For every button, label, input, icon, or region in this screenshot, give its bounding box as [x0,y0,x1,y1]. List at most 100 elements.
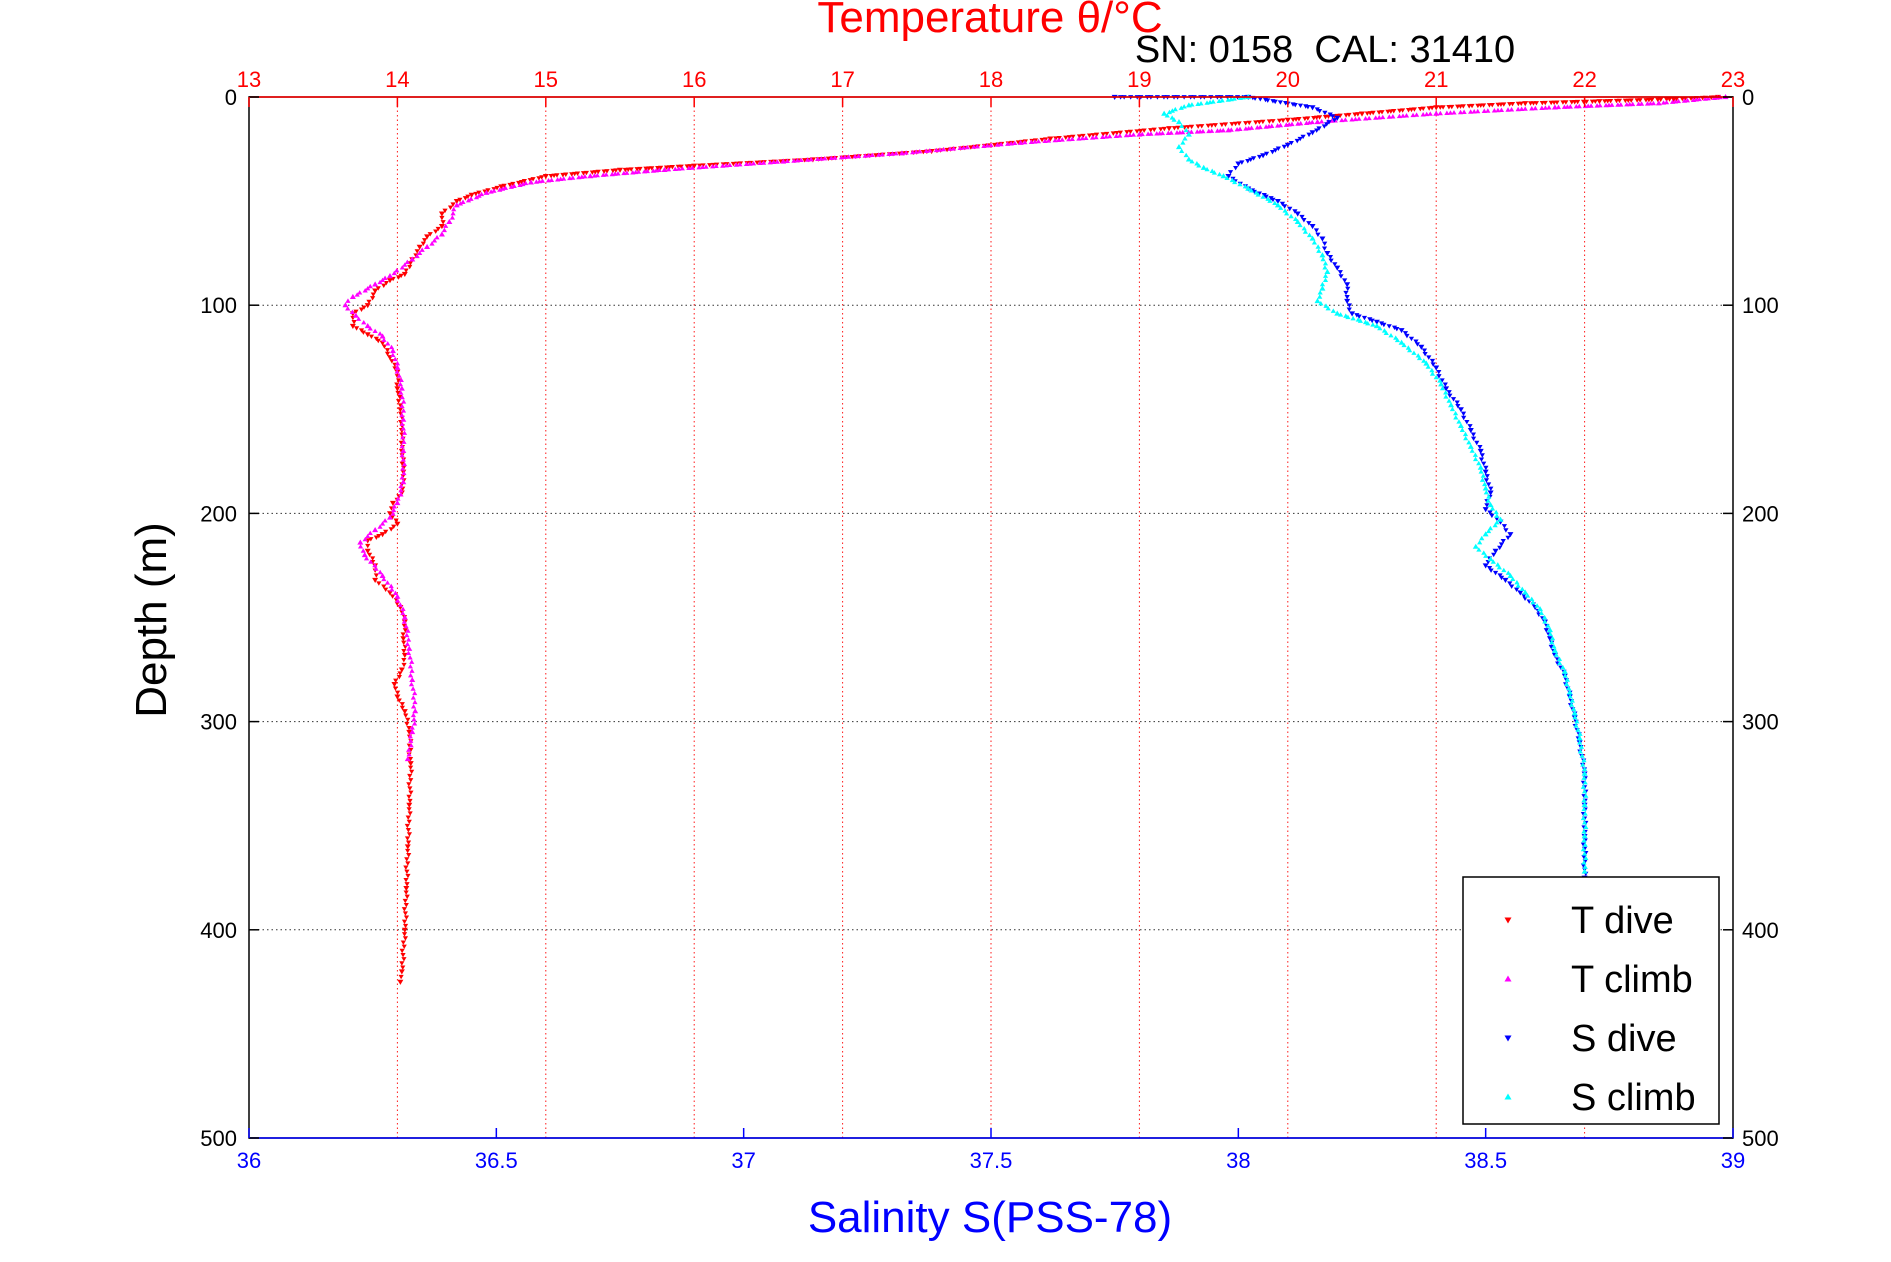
data-point [1507,581,1513,586]
data-point [1455,104,1461,110]
data-point [1274,202,1281,208]
data-point [1179,148,1185,153]
data-point [808,156,814,162]
data-point [696,164,702,170]
data-point [404,869,410,875]
data-point [737,161,743,167]
data-point [386,278,393,284]
data-point [1479,535,1485,541]
data-point [994,142,1001,147]
data-point [400,447,407,454]
data-point [1272,200,1278,206]
data-point [1487,556,1494,562]
data-point [1323,303,1329,308]
data-point [1314,298,1321,304]
data-point [1543,628,1549,633]
data-point [1580,863,1586,868]
data-point [392,686,399,691]
data-point [1484,474,1490,479]
data-point [1644,101,1651,106]
data-point [1331,118,1337,123]
data-point [1322,110,1328,116]
data-point [1424,111,1430,117]
data-point [520,181,526,187]
data-point [424,243,431,250]
data-point [400,426,406,431]
data-point [1491,108,1497,113]
data-point [1420,112,1426,117]
data-point [1161,126,1167,132]
data-point [407,663,413,669]
y-tick-label-left: 200 [200,501,237,526]
data-point [1094,132,1100,138]
data-point [1603,102,1609,108]
data-point [1100,132,1106,137]
data-point [1283,122,1289,127]
data-point [1284,117,1291,123]
data-point [733,162,739,167]
data-point [406,794,412,800]
data-point [1514,579,1520,585]
data-point [396,675,402,680]
data-point [407,811,413,816]
data-point [757,160,763,166]
data-point [1266,119,1273,124]
data-point [1349,311,1356,317]
data-point [1563,681,1570,686]
legend-marker [1504,1035,1512,1042]
data-point [1299,214,1305,220]
data-point [1287,206,1293,212]
data-point [1185,125,1191,130]
data-point [1086,133,1093,138]
data-point [1362,116,1369,121]
data-point [450,210,456,216]
data-point [1505,107,1511,112]
chart-title: Temperature θ/°C [817,0,1162,42]
data-point [1179,123,1185,128]
data-point [1423,360,1430,366]
data-point [1459,427,1465,432]
data-point [1438,381,1445,387]
data-point [1433,105,1440,111]
data-point [1483,553,1489,558]
data-point [1114,130,1120,136]
data-point [389,359,395,364]
data-point [409,256,416,262]
data-point [400,606,406,611]
series-t-climb [342,94,1729,762]
data-point [1322,277,1329,283]
data-point [1267,198,1273,203]
data-point [1468,109,1474,114]
legend-label: S dive [1571,1018,1677,1060]
data-point [1107,133,1113,139]
data-point [750,160,757,166]
data-point [361,552,368,558]
data-point [1581,775,1587,780]
data-point [1169,108,1175,113]
data-point [1263,194,1269,200]
data-point [401,944,407,950]
data-point [1342,117,1348,122]
data-point [1451,110,1457,115]
data-point [1231,96,1237,101]
data-point [710,163,716,169]
data-point [1275,146,1281,151]
data-point [1080,133,1086,139]
data-point [453,202,460,208]
data-point [903,150,909,155]
data-point [555,177,561,182]
data-point [373,535,379,540]
data-point [1228,96,1234,102]
data-point [377,279,383,285]
data-point [1426,106,1432,111]
data-point [397,407,404,413]
data-point [1329,114,1336,119]
data-point [1573,723,1579,728]
data-point [398,667,405,673]
data-point [1342,278,1348,283]
data-point [1297,222,1303,228]
data-point [353,326,360,331]
data-point [879,151,885,157]
data-point [1110,131,1116,136]
data-point [1370,322,1376,327]
